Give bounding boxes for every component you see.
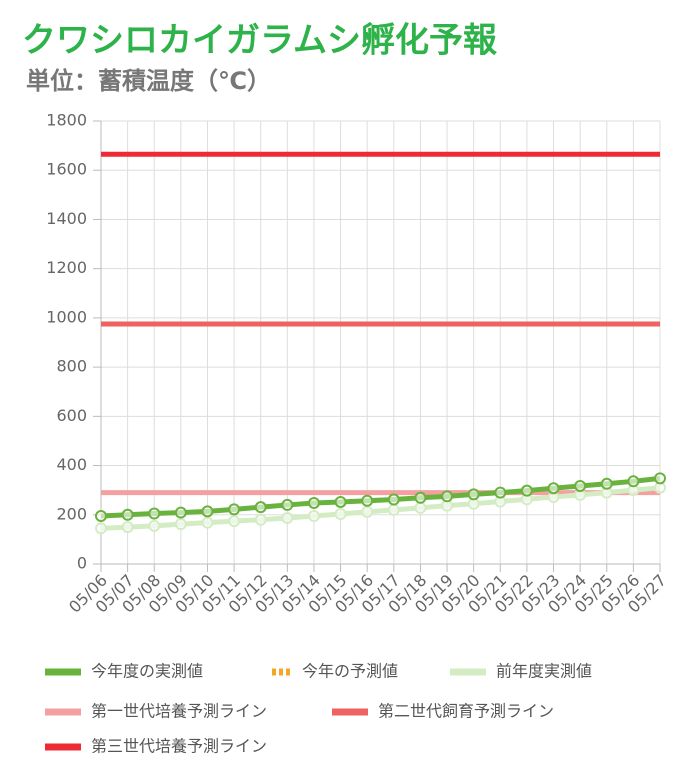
data-point [228,503,241,516]
y-tick-label: 0 [77,554,87,573]
y-tick-label: 400 [56,455,87,474]
data-point [121,521,134,534]
legend-label: 今年度の実測値 [91,662,203,681]
data-point [387,503,400,516]
data-point [414,491,427,504]
series-line [100,475,661,519]
y-tick-label: 1600 [46,160,87,179]
data-point [627,475,640,488]
y-tick-label: 1200 [46,258,87,277]
data-point [467,488,480,501]
data-point [201,505,214,518]
data-point [387,493,400,506]
data-point [414,501,427,514]
data-point [334,508,347,521]
y-tick-label: 200 [56,504,87,523]
data-point [520,484,533,497]
data-point [174,506,187,519]
data-point [201,516,214,529]
y-tick-label: 1400 [46,209,87,228]
data-point [307,510,320,523]
series-line [100,485,661,531]
data-point [95,522,107,535]
y-tick-label: 1800 [46,111,87,130]
data-point [441,490,454,503]
data-point [254,501,267,514]
data-point [361,494,374,507]
data-point [281,498,294,511]
chart-title: クワシロカイガラムシ孵化予報 [22,21,497,61]
y-tick-label: 800 [56,357,87,376]
y-tick-label: 600 [56,406,87,425]
data-point [254,513,267,526]
legend-label: 前年度実測値 [496,662,592,681]
data-point [654,472,666,485]
data-point [148,519,161,532]
data-point [281,511,294,524]
data-point [334,495,347,508]
data-point [174,518,187,531]
data-point [307,496,320,509]
legend-label: 第二世代飼育予測ライン [378,702,554,721]
data-point [494,486,507,499]
data-point [228,515,241,528]
chart-subtitle: 単位：蓄積温度（℃） [26,67,271,95]
data-point [361,505,374,518]
legend-label: 第三世代培養予測ライン [91,737,267,756]
data-point [547,482,560,495]
data-point [600,477,613,490]
legend-label: 今年の予測値 [302,662,398,681]
data-point [95,510,107,523]
data-point [574,479,587,492]
data-point [148,507,161,520]
data-point [121,508,134,521]
legend-label: 第一世代培養予測ライン [91,702,267,721]
y-tick-label: 1000 [46,307,87,326]
